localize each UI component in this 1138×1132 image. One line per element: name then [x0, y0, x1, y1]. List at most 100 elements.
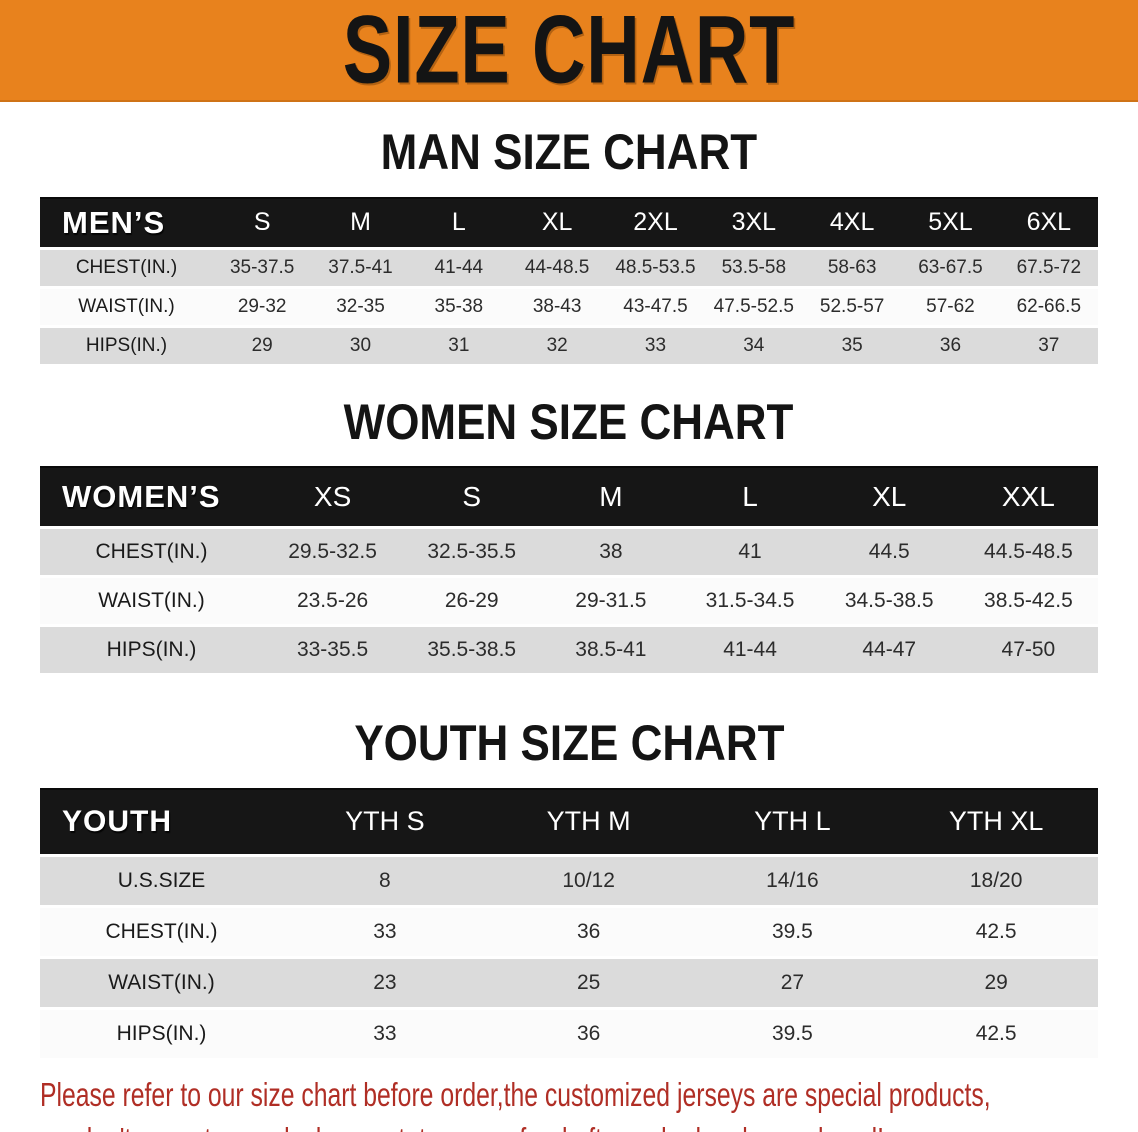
measurement-value: 32 [546, 334, 568, 356]
measurement-value: 53.5-58 [721, 256, 787, 278]
women-size-table: WOMEN’S XS S M L XL XXL CHEST(IN.) 29.5-32.5 32.5… [40, 466, 1098, 673]
youth-table-title: YOUTH [40, 787, 283, 856]
measurement-value: 38.5-41 [575, 638, 647, 661]
men-table-container: MEN’S S M L XL 2XL 3XL 4XL 5XL 6XL CHEST(IN.) 35-37… [0, 196, 1138, 364]
measurement-value: 29 [984, 970, 1008, 994]
size-column-header: M [541, 466, 681, 529]
size-column-header: L [409, 196, 508, 249]
measurement-value: 29-32 [237, 295, 287, 317]
row-label: WAIST(IN.) [108, 970, 215, 994]
measurement-value: 36 [939, 334, 962, 356]
men-section-heading-text: MAN SIZE CHART [380, 124, 758, 180]
row-label: U.S.SIZE [117, 868, 206, 892]
measurement-value: 36 [576, 919, 601, 943]
size-column-header: 6XL [999, 196, 1098, 249]
men-table-title: MEN’S [40, 196, 213, 249]
measurement-value: 38.5-42.5 [984, 589, 1073, 612]
size-column-header: S [213, 196, 312, 249]
measurement-row: WAIST(IN.) 23.5-26 26-29 29-31.5 31.5-34.5 34… [40, 576, 1098, 626]
measurement-value: 23 [373, 970, 397, 994]
row-label: CHEST(IN.) [75, 256, 178, 278]
measurement-value: 67.5-72 [1016, 256, 1082, 278]
size-column-header: YTH M [486, 787, 691, 856]
row-label: HIPS(IN.) [85, 334, 168, 356]
measurement-row: HIPS(IN.) 29 30 31 32 33 34 35 36 37 [40, 326, 1098, 364]
measurement-value: 44-47 [862, 638, 917, 661]
measurement-value: 32-35 [336, 295, 385, 317]
disclaimer-line-1: Please refer to our size chart before or… [40, 1075, 991, 1113]
measurement-value: 33 [644, 334, 667, 356]
measurement-value: 39.5 [771, 919, 813, 943]
measurement-value: 35.5-38.5 [427, 638, 517, 661]
measurement-row: CHEST(IN.) 29.5-32.5 32.5-35.5 38 41 44.5 44.5… [40, 527, 1098, 577]
measurement-value: 27 [780, 970, 805, 994]
measurement-value: 35 [841, 334, 863, 356]
measurement-value: 14/16 [766, 868, 819, 892]
measurement-value: 26-29 [444, 589, 499, 612]
measurement-row: HIPS(IN.) 33 36 39.5 42.5 [40, 1008, 1098, 1058]
measurement-value: 25 [576, 970, 601, 994]
women-section-heading-text: WOMEN SIZE CHART [344, 393, 794, 450]
measurement-value: 36 [576, 1021, 601, 1045]
measurement-value: 63-67.5 [918, 256, 983, 278]
youth-section-heading: YOUTH SIZE CHART [0, 717, 1138, 770]
measurement-value: 44-48.5 [524, 256, 590, 278]
measurement-value: 34.5-38.5 [844, 589, 934, 612]
measurement-value: 33-35.5 [296, 638, 369, 661]
measurement-row: U.S.SIZE 8 10/12 14/16 18/20 [40, 855, 1098, 906]
row-label: HIPS(IN.) [116, 1021, 207, 1045]
size-column-header: 5XL [901, 196, 1000, 249]
size-column-header: 4XL [802, 196, 902, 249]
measurement-value: 52.5-57 [819, 295, 885, 317]
measurement-value: 58-63 [827, 256, 877, 278]
measurement-value: 47.5-52.5 [713, 295, 794, 317]
row-label: HIPS(IN.) [106, 638, 197, 661]
women-section-heading: WOMEN SIZE CHART [0, 393, 1138, 450]
measurement-value: 29.5-32.5 [288, 540, 377, 563]
size-column-header: XXL [958, 466, 1098, 529]
row-label: CHEST(IN.) [105, 919, 218, 943]
size-column-header: L [680, 466, 820, 529]
measurement-value: 41 [738, 540, 762, 563]
measurement-row: CHEST(IN.) 33 36 39.5 42.5 [40, 906, 1098, 957]
disclaimer-note: Please refer to our size chart before or… [0, 1072, 1138, 1132]
row-label: WAIST(IN.) [78, 295, 175, 317]
measurement-value: 33 [373, 1021, 397, 1045]
youth-size-table: YOUTH YTH S YTH M YTH L YTH XL U.S.SIZE 8 10/12… [40, 787, 1098, 1058]
size-column-header: 3XL [704, 196, 803, 249]
row-label: CHEST(IN.) [95, 540, 208, 563]
measurement-row: WAIST(IN.) 29-32 32-35 35-38 38-43 43-47.5 47.… [40, 287, 1098, 326]
measurement-value: 8 [379, 868, 391, 892]
size-column-header: YTH XL [894, 787, 1098, 856]
measurement-value: 43-47.5 [623, 295, 688, 317]
measurement-value: 29-31.5 [575, 589, 647, 612]
measurement-value: 38 [599, 540, 623, 563]
women-table-container: WOMEN’S XS S M L XL XXL CHEST(IN.) 29.5-32.5 32.5… [0, 466, 1138, 673]
youth-table-container: YOUTH YTH S YTH M YTH L YTH XL U.S.SIZE 8 10/12… [0, 787, 1138, 1058]
measurement-value: 48.5-53.5 [615, 256, 696, 278]
measurement-value: 41-44 [723, 638, 777, 661]
row-label: WAIST(IN.) [98, 589, 205, 612]
measurement-value: 37.5-41 [328, 256, 393, 278]
measurement-value: 57-62 [926, 295, 975, 317]
size-column-header: 2XL [606, 196, 705, 249]
measurement-value: 32.5-35.5 [427, 540, 517, 563]
size-column-header: M [311, 196, 410, 249]
measurement-value: 47-50 [1001, 638, 1056, 661]
measurement-value: 42.5 [975, 1021, 1017, 1045]
measurement-value: 31 [448, 334, 470, 356]
measurement-value: 39.5 [771, 1021, 813, 1045]
measurement-value: 44.5 [868, 540, 910, 563]
women-table-title: WOMEN’S [40, 466, 263, 529]
measurement-value: 62-66.5 [1016, 295, 1082, 317]
measurement-value: 29 [251, 334, 273, 356]
measurement-value: 23.5-26 [296, 589, 369, 612]
size-column-header: YTH L [690, 787, 895, 856]
measurement-row: WAIST(IN.) 23 25 27 29 [40, 957, 1098, 1008]
banner: SIZE CHART [0, 0, 1138, 104]
size-column-header: XS [263, 466, 403, 529]
men-size-table: MEN’S S M L XL 2XL 3XL 4XL 5XL 6XL CHEST(IN.) 35-37… [40, 196, 1098, 364]
measurement-value: 31.5-34.5 [705, 589, 795, 612]
measurement-value: 33 [373, 919, 397, 943]
